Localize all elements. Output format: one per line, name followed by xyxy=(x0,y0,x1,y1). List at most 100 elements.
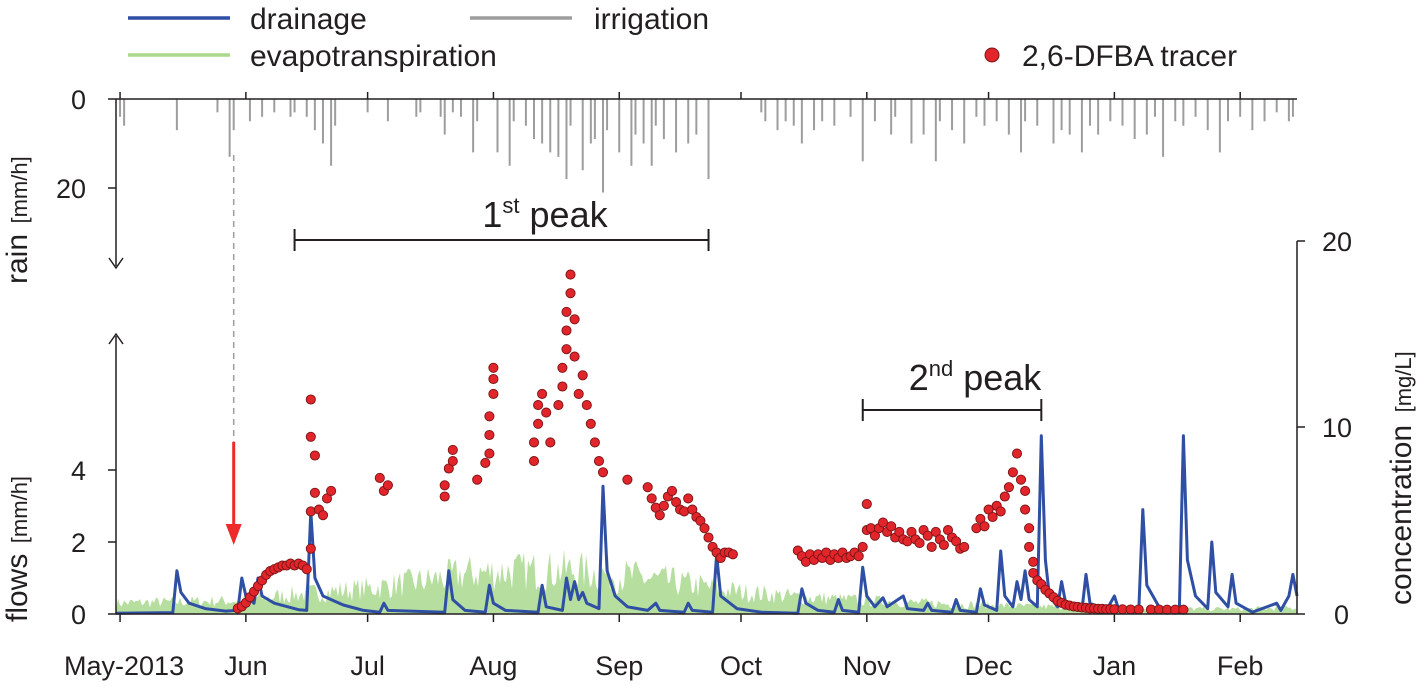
x-tick-label: Dec xyxy=(965,651,1013,681)
tracer-point xyxy=(317,510,329,521)
flow-tick-label-4: 4 xyxy=(71,456,86,486)
tracer-point xyxy=(565,269,576,280)
tracer-point xyxy=(305,543,316,554)
x-tick-label: Jun xyxy=(224,651,268,681)
tracer-point xyxy=(1007,467,1018,478)
application-marker xyxy=(225,155,242,545)
tracer-point xyxy=(447,444,458,455)
drainage-series xyxy=(115,434,1299,615)
x-tick-label: Feb xyxy=(1217,651,1264,681)
tracer-point xyxy=(484,429,495,441)
legend-marker-tracer xyxy=(984,47,1000,63)
tracer-point xyxy=(1178,604,1189,615)
tracer-point xyxy=(593,456,605,467)
tracer-point xyxy=(488,388,499,399)
conc-tick-label-20: 20 xyxy=(1322,227,1352,257)
tracer-point xyxy=(484,448,495,459)
tracer-point xyxy=(995,506,1006,517)
tracer-point xyxy=(537,388,548,399)
tracer-point xyxy=(533,418,544,429)
svg-text:concentration [mg/L]: concentration [mg/L] xyxy=(1385,351,1418,605)
tracer-point xyxy=(926,541,937,552)
tracer-point xyxy=(727,549,738,560)
tracer-point xyxy=(938,539,949,551)
tracer-point xyxy=(488,373,499,385)
tracer-point xyxy=(1020,504,1031,515)
tracer-point xyxy=(853,551,864,562)
tracer-point xyxy=(1011,448,1023,459)
axes: 0 20 0 2 4 0 10 20 xyxy=(56,85,1352,630)
drainage-line xyxy=(115,434,1299,615)
tracer-point xyxy=(569,351,580,362)
tracer-point xyxy=(914,538,925,549)
tracer-point xyxy=(959,541,970,552)
tracer-point xyxy=(1020,485,1031,496)
legend-label-tracer: 2,6-DFBA tracer xyxy=(1022,40,1237,73)
application-arrow-head xyxy=(225,524,242,545)
tracer-point xyxy=(528,456,540,467)
tracer-point xyxy=(1003,482,1014,493)
tracer-point xyxy=(545,437,556,448)
evapotranspiration-area-path xyxy=(116,549,1297,614)
tracer-point xyxy=(646,493,657,504)
tracer-point xyxy=(484,411,495,422)
flow-axis-title: flows [mm/h] xyxy=(1,476,34,622)
tracer-point xyxy=(577,370,588,381)
tracer-point xyxy=(999,491,1010,502)
tracer-point xyxy=(561,325,572,336)
tracer-point xyxy=(654,510,665,521)
conc-axis-label: concentration xyxy=(1385,425,1418,605)
tracer-point xyxy=(382,480,393,491)
tracer-point xyxy=(683,493,694,504)
flow-tick-label-2: 2 xyxy=(71,528,86,558)
tracer-point xyxy=(658,500,669,511)
x-tick-label: Jan xyxy=(1093,651,1137,681)
tracer-point xyxy=(305,394,316,405)
x-tick-label: May-2013 xyxy=(64,651,184,681)
tracer-point xyxy=(309,487,320,498)
x-tick-label: Aug xyxy=(469,651,517,681)
tracer-point xyxy=(622,474,633,485)
rain-axis-title: rain [mm/h] xyxy=(1,156,34,284)
svg-text:flows [mm/h]: flows [mm/h] xyxy=(1,476,34,622)
tracer-point xyxy=(553,400,564,411)
flow-axis-unit: [mm/h] xyxy=(7,476,32,543)
peak-annotations: 1st peak 2nd peak xyxy=(293,193,1043,421)
evapotranspiration-area xyxy=(116,549,1297,614)
tracer-point xyxy=(447,456,458,467)
tracer-point xyxy=(699,523,710,534)
tracer-point xyxy=(585,418,596,429)
peak2-label: 2nd peak xyxy=(909,356,1043,398)
x-tick-label: Jul xyxy=(350,651,385,681)
tracer-point xyxy=(573,388,584,399)
conc-axis-title: concentration [mg/L] xyxy=(1385,351,1418,605)
peak1-label: 1st peak xyxy=(482,193,608,235)
tracer-point xyxy=(439,491,450,502)
tracer-point xyxy=(703,532,714,543)
tracer-point xyxy=(902,536,913,547)
tracer-point xyxy=(979,521,990,532)
tracer-point xyxy=(541,407,552,418)
rain-arrow-head xyxy=(108,257,124,270)
rain-axis-label: rain xyxy=(1,234,34,284)
rain-axis-unit: [mm/h] xyxy=(7,156,32,223)
tracer-point xyxy=(1133,604,1144,615)
tracer-point xyxy=(857,541,868,552)
tracer-point xyxy=(1015,474,1027,485)
flow-arrow-head xyxy=(108,332,124,345)
tracer-point xyxy=(301,564,312,575)
tracer-point xyxy=(528,437,540,448)
legend-label-evapotranspiration: evapotranspiration xyxy=(250,40,497,73)
tracer-point xyxy=(561,344,572,355)
x-axis-ticks: May-2013 Jun Jul Aug Sep Oct Nov Dec Jan Feb xyxy=(64,92,1263,681)
tracer-point xyxy=(561,306,572,317)
x-tick-label: Nov xyxy=(843,651,892,681)
legend-label-irrigation: irrigation xyxy=(594,3,709,36)
flow-axis-label: flows xyxy=(1,554,34,622)
flow-tick-label-0: 0 xyxy=(71,600,86,630)
svg-text:rain [mm/h]: rain [mm/h] xyxy=(1,156,34,284)
tracer-point xyxy=(305,431,316,442)
conc-tick-label-0: 0 xyxy=(1334,600,1349,630)
tracer-point xyxy=(533,400,544,411)
